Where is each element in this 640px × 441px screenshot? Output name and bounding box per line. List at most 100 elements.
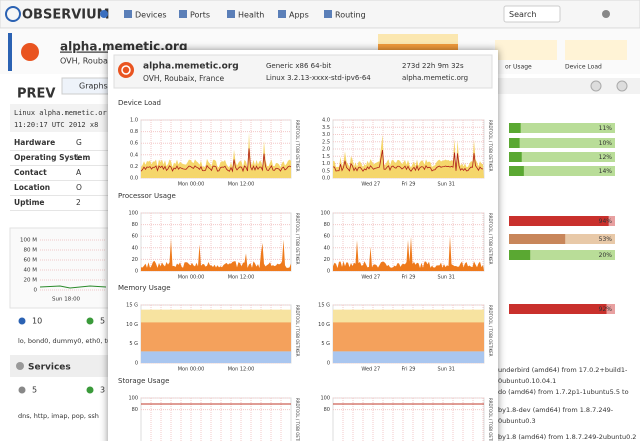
sysdescr: Linux alpha.memetic.or (14, 109, 107, 117)
usage-label: 92% (599, 306, 613, 313)
menu-icon (227, 10, 235, 18)
count: 5 (100, 317, 105, 326)
mini-graph (495, 40, 557, 60)
usage-bar-bg (509, 138, 615, 148)
y-tick-label: 15 G (126, 303, 138, 309)
x-tick-label: Mon 00:00 (178, 367, 205, 373)
panel-button[interactable] (590, 80, 602, 92)
menu-item[interactable]: Routing (335, 11, 366, 20)
menu-item[interactable]: Devices (135, 11, 167, 20)
y-tick-label: 100 (320, 396, 330, 402)
menu-icon (124, 10, 132, 18)
logo-icon (5, 6, 21, 22)
watermark: RRDTOOL / TOBI OETIKER (295, 213, 300, 265)
y-tick-label: 10 G (126, 322, 138, 328)
graph-area (141, 351, 291, 363)
y-tick-label: 10 G (318, 322, 330, 328)
x-tick-label: Mon 00:00 (178, 275, 205, 281)
y-tick-label: 15 G (318, 303, 330, 309)
y-tick-label: 5 G (129, 341, 138, 347)
count-icon (18, 386, 26, 394)
y-tick-label: 0.0 (322, 176, 330, 182)
watermark: RRDTOOL / TOBI OETIKER (488, 213, 493, 265)
x-tick-label: Fri 29 (402, 182, 416, 188)
y-tick-label: 0.0 (130, 176, 138, 182)
usage-label: 11% (599, 125, 613, 132)
row-value: O (76, 183, 82, 192)
graph-area (333, 135, 484, 178)
device-location: OVH, Roubaix, (60, 57, 117, 66)
count: 5 (32, 386, 37, 395)
usage-label: 14% (599, 168, 613, 175)
popup-hardware: Generic x86 64-bit (266, 62, 331, 70)
menu-item[interactable]: Health (238, 11, 264, 20)
menu-icon (324, 10, 332, 18)
y-tick-label: 100 (128, 396, 138, 402)
usage-bar (509, 152, 522, 162)
menu-item[interactable]: Apps (289, 11, 309, 20)
os-icon (21, 43, 39, 61)
y-tick-label: 1.0 (322, 161, 330, 167)
y-tick-label: 60 (132, 234, 138, 240)
x-tick-label: Mon 12:00 (228, 367, 255, 373)
graph-area (333, 235, 484, 271)
event-text: underbird (amd64) from 17.0.2+build1- (498, 366, 628, 374)
graph-area (333, 351, 484, 363)
settings-icon[interactable] (602, 10, 610, 18)
watermark: RRDTOOL / TOBI OETIKER (488, 398, 493, 441)
y-tick-label: 1.0 (130, 118, 138, 124)
y-tick-label: 20 (132, 257, 138, 263)
x-tick-label: Mon 00:00 (178, 182, 205, 188)
port-list: lo, bond0, dummy0, eth0, tun0, (18, 337, 121, 345)
panel-header (498, 78, 640, 94)
usage-bar-bg (509, 250, 615, 260)
x-tick-label: Fri 29 (402, 367, 416, 373)
popup-header (113, 54, 493, 89)
y-tick-label: 0.5 (322, 168, 330, 174)
search-box[interactable] (503, 5, 561, 23)
graph-x-label: Sun 18:00 (52, 297, 81, 303)
event-text: by1.8-dev (amd64) from 1.8.7.249- (498, 406, 614, 414)
row-value: G (76, 138, 82, 147)
y-tick-label: 80 (132, 222, 138, 228)
y-tick-label: 100 (320, 211, 330, 217)
menu-item[interactable]: Ports (190, 11, 210, 20)
row-value: 2 (76, 198, 81, 207)
y-tick-label: 2.5 (322, 139, 330, 145)
y-tick-label: 80 (324, 222, 330, 228)
panel-button[interactable] (616, 80, 628, 92)
watermark: RRDTOOL / TOBI OETIKER (295, 120, 300, 172)
graph-area (141, 238, 291, 271)
sysdescr: 11:20:17 UTC 2012 x8 (14, 121, 98, 129)
usage-label: 94% (599, 218, 613, 225)
event-text: by1.8 (amd64) from 1.8.7.249-2ubuntu0.2 (498, 433, 636, 441)
count: 10 (32, 317, 42, 326)
y-tick-label: 40 (132, 245, 138, 251)
y-tick-label: 80 (132, 407, 138, 413)
graph-trace (39, 285, 107, 289)
popup-os: Linux 3.2.13-xxxx-std-ipv6-64 (266, 74, 371, 82)
usage-bar (509, 216, 609, 226)
usage-bar (509, 166, 524, 176)
x-tick-label: Wed 27 (361, 367, 380, 373)
y-tick-label: 0 (135, 269, 138, 275)
graph-plot (140, 212, 292, 272)
usage-bar (509, 123, 521, 133)
usage-bar-bg (509, 123, 615, 133)
y-tick-label: 5 G (321, 341, 330, 347)
graph-line (332, 150, 484, 172)
y-tick-label: 0 (327, 269, 330, 275)
row-label: Uptime (14, 198, 45, 207)
watermark: RRDTOOL / TOBI OETIKER (295, 398, 300, 441)
graph-plot (332, 397, 485, 441)
sysdescr-box (10, 104, 110, 132)
prev-link[interactable]: PREV (17, 87, 55, 102)
y-tick-label: 60 (324, 234, 330, 240)
globe-icon[interactable] (100, 10, 108, 18)
y-tick-label: 0.8 (130, 129, 138, 135)
x-tick-label: Wed 27 (361, 182, 380, 188)
graph-area (141, 322, 291, 352)
count-icon (86, 317, 94, 325)
event-text: 0ubuntu0.3 (498, 417, 536, 425)
